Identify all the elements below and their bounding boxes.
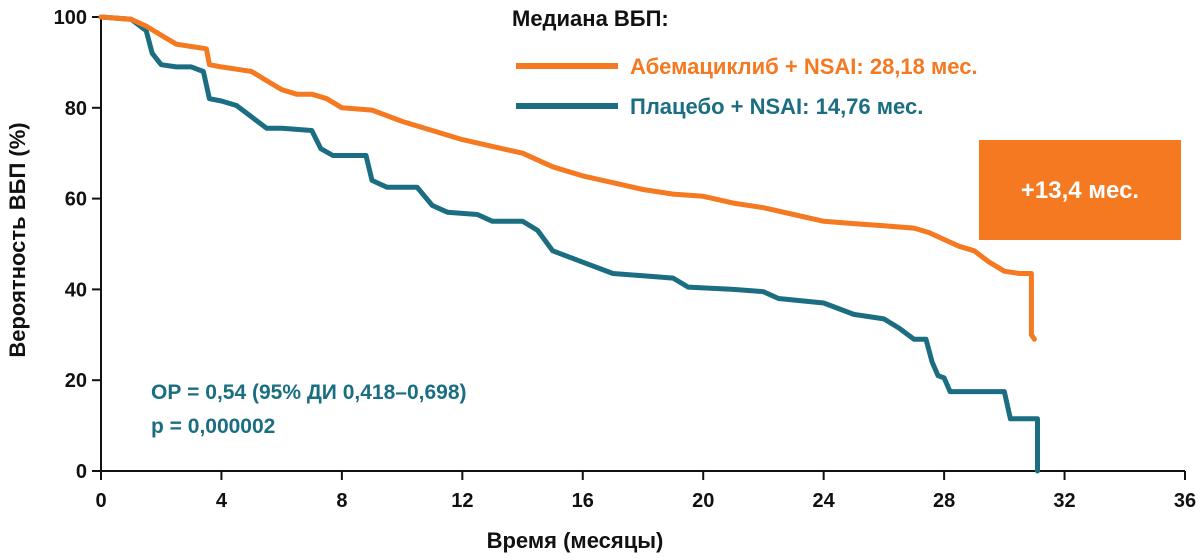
- x-axis-title: Время (месяцы): [487, 528, 664, 553]
- p-value-text: p = 0,000002: [151, 415, 275, 438]
- series-layer: [98, 14, 1040, 474]
- x-tick-label: 32: [1053, 490, 1075, 512]
- y-ticks: 0 20 40 60 80 100: [54, 7, 101, 483]
- y-tick-label: 40: [65, 279, 87, 301]
- y-tick-label: 60: [65, 189, 87, 211]
- x-tick-label: 12: [451, 490, 473, 512]
- x-tick-label: 8: [336, 490, 347, 512]
- x-ticks: 0 4 8 12 16 20 24 28 32 36: [95, 471, 1196, 512]
- hazard-ratio-text: ОР = 0,54 (95% ДИ 0,418–0,698): [151, 381, 467, 404]
- legend-label-abemaciclib: Абемациклиб + NSAI: 28,18 мес.: [630, 54, 978, 79]
- y-axis-title: Вероятность ВБП (%): [5, 122, 30, 357]
- legend: Медиана ВБП: Абемациклиб + NSAI: 28,18 м…: [512, 6, 978, 119]
- x-tick-label: 0: [95, 490, 106, 512]
- series-line-abemaciclib: [98, 14, 1037, 342]
- legend-title: Медиана ВБП:: [512, 6, 669, 31]
- x-tick-label: 24: [813, 490, 836, 512]
- x-tick-label: 16: [572, 490, 594, 512]
- x-tick-label: 28: [933, 490, 955, 512]
- series-line-placebo: [98, 14, 1040, 474]
- y-tick-label: 20: [65, 370, 87, 392]
- x-tick-label: 4: [216, 490, 228, 512]
- legend-label-placebo: Плацебо + NSAI: 14,76 мес.: [630, 94, 923, 119]
- y-tick-label: 100: [54, 7, 87, 29]
- x-tick-label: 20: [692, 490, 714, 512]
- median-difference-callout-box: [979, 140, 1181, 240]
- axes: [100, 17, 1185, 472]
- x-tick-label: 36: [1174, 490, 1196, 512]
- median-difference-callout-text: +13,4 мес.: [1021, 177, 1139, 204]
- y-tick-label: 80: [65, 98, 87, 120]
- y-tick-label: 0: [76, 461, 87, 483]
